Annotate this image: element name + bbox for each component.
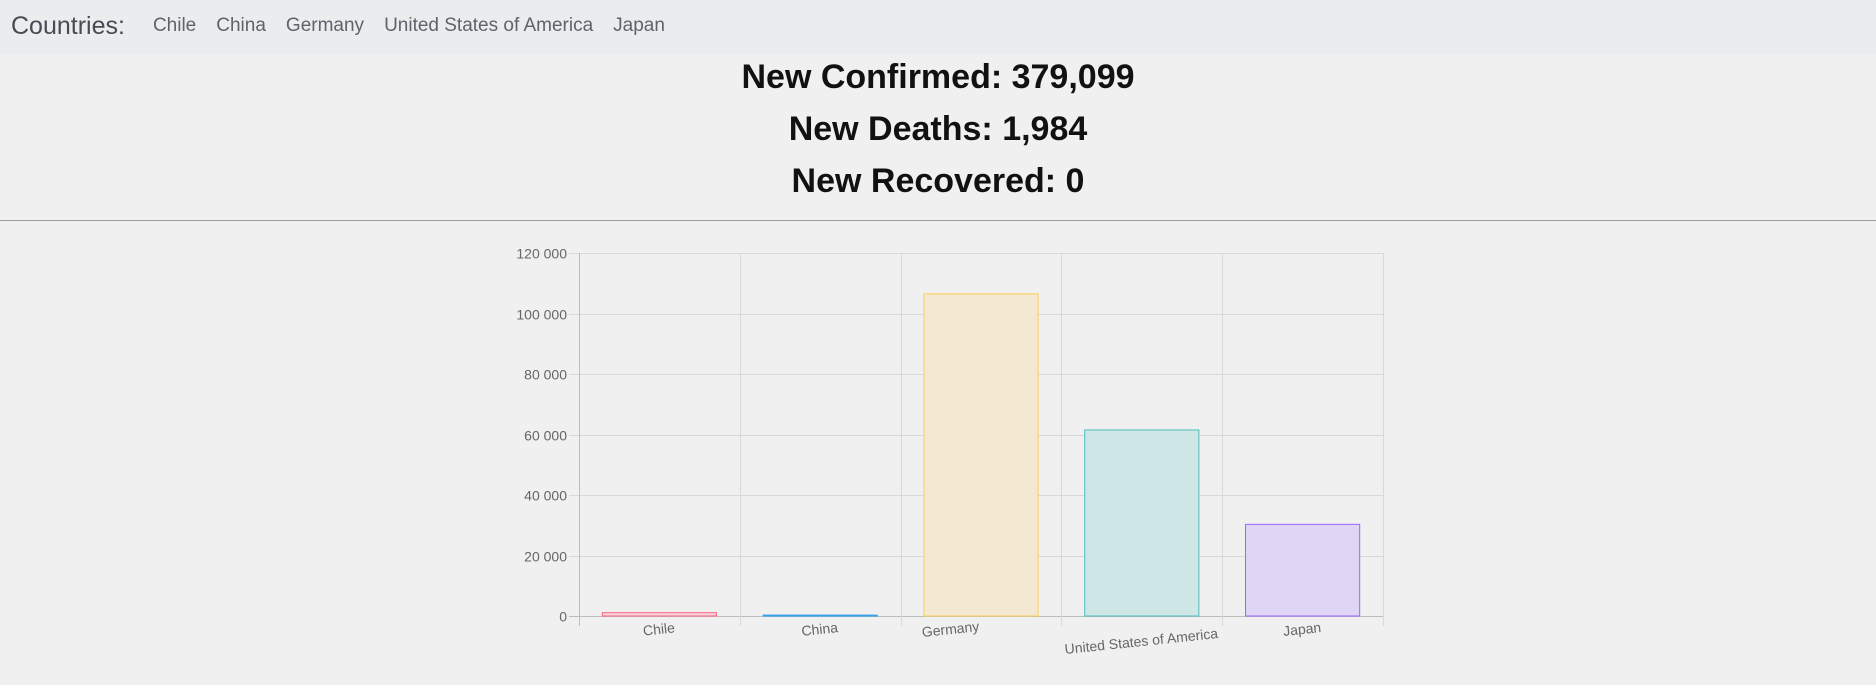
bar-germany: [923, 293, 1039, 617]
navbar-brand: Countries:: [11, 11, 125, 40]
x-tick-label: United States of America: [1064, 625, 1219, 657]
bar-chile: [601, 612, 717, 617]
x-tick-label: Germany: [921, 618, 980, 640]
new-confirmed-stat: New Confirmed: 379,099: [741, 58, 1135, 96]
x-tick-label: China: [801, 619, 839, 639]
bar-japan: [1245, 523, 1361, 617]
bar-china: [762, 614, 878, 617]
nav-link-china[interactable]: China: [216, 15, 266, 36]
navbar: Countries: Chile China Germany United St…: [0, 0, 1876, 54]
y-tick-label: 100 000: [516, 307, 567, 323]
y-tick-label: 20 000: [524, 549, 567, 565]
y-tick-label: 60 000: [524, 428, 567, 444]
y-tick-label: 0: [559, 609, 567, 625]
y-tick-label: 40 000: [524, 488, 567, 504]
bar-united-states-of-america: [1084, 429, 1200, 617]
y-tick-label: 80 000: [524, 367, 567, 383]
y-tick-label: 120 000: [516, 246, 567, 262]
x-tick-label: Chile: [642, 619, 676, 638]
nav-link-usa[interactable]: United States of America: [384, 15, 594, 36]
new-deaths-stat: New Deaths: 1,984: [788, 110, 1088, 148]
nav-link-chile[interactable]: Chile: [152, 15, 197, 36]
new-recovered-stat: New Recovered: 0: [791, 162, 1085, 200]
stats-summary: New Confirmed: 379,099 New Deaths: 1,984…: [0, 54, 1876, 210]
x-tick-label: Japan: [1282, 619, 1322, 639]
nav-link-japan[interactable]: Japan: [613, 15, 665, 36]
bar-chart: 0 20 000 40 000 60 000 80 000 100 000 120 000 C…: [516, 246, 1384, 657]
divider: [0, 220, 1876, 221]
nav-link-germany[interactable]: Germany: [285, 15, 365, 36]
